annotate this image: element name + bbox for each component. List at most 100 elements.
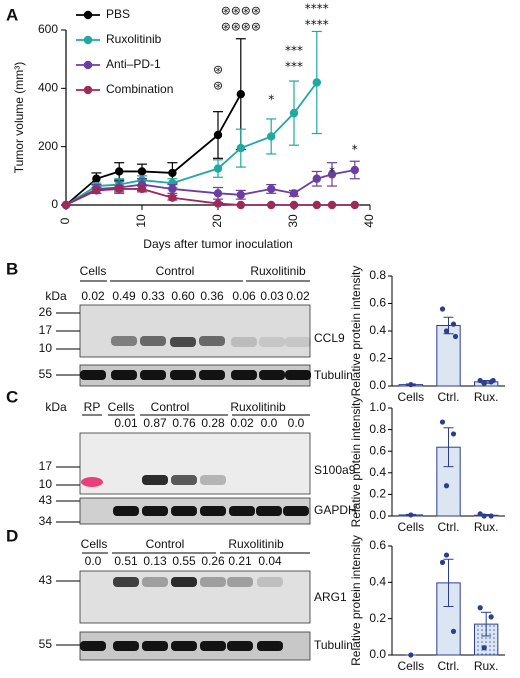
- data-point: [168, 184, 177, 194]
- replicate-dot: [481, 645, 487, 651]
- band: [140, 336, 166, 346]
- x-tick-label: Rux.: [474, 520, 499, 534]
- y-tick-label: 0.2: [369, 351, 386, 365]
- lane-group-label: Control: [156, 264, 195, 278]
- data-point: [168, 193, 177, 202]
- mw-marker: 55: [39, 637, 53, 651]
- band: [200, 506, 226, 516]
- x-tick-label: 10: [134, 214, 148, 228]
- x-axis-label: Days after tumor inoculation: [143, 237, 292, 251]
- data-point: [213, 130, 223, 140]
- y-tick-label: 0.4: [369, 465, 386, 479]
- data-point: [350, 200, 359, 210]
- data-point: [61, 200, 71, 210]
- mw-marker: 26: [39, 305, 53, 319]
- quantification: 0.0: [261, 416, 278, 430]
- band: [199, 336, 225, 346]
- data-point: [137, 184, 147, 194]
- lane-group-label: Ruxolitinib: [250, 264, 306, 278]
- band: [170, 370, 196, 380]
- replicate-dot: [408, 512, 414, 518]
- replicate-dot: [450, 628, 457, 634]
- replicate-dot: [443, 552, 450, 558]
- significance-marker: ***: [285, 44, 303, 58]
- data-point: [115, 184, 124, 194]
- mw-marker: 34: [39, 514, 53, 528]
- band: [142, 475, 168, 485]
- replicate-dot: [450, 321, 457, 327]
- band: [257, 641, 283, 651]
- band: [80, 641, 106, 651]
- series-line: [65, 81, 318, 206]
- significance-marker: *: [268, 93, 274, 107]
- lane-group-label: Cells: [81, 537, 108, 551]
- series-line: [65, 188, 355, 206]
- significance-marker: ⊛: [213, 63, 223, 77]
- panel-letter: B: [6, 259, 18, 278]
- band: [227, 577, 253, 587]
- lane-group-label: Control: [146, 537, 185, 551]
- band: [170, 337, 196, 347]
- legend-label: Anti–PD-1: [106, 57, 161, 71]
- band: [257, 577, 283, 587]
- mw-marker: 10: [39, 341, 53, 355]
- replicate-dot: [439, 559, 446, 565]
- legend-label: PBS: [106, 7, 130, 21]
- legend-marker: [83, 35, 93, 45]
- data-point: [267, 200, 276, 210]
- x-tick-label: Ctrl.: [438, 659, 460, 673]
- data-point: [350, 165, 359, 175]
- quantification: 0.04: [258, 554, 282, 568]
- lane-group-label: Control: [151, 400, 190, 414]
- replicate-dot: [408, 652, 414, 658]
- replicate-dot: [481, 513, 487, 519]
- quantification: 0.03: [260, 289, 284, 303]
- replicate-dot: [477, 511, 483, 517]
- replicate-dot: [477, 605, 483, 611]
- y-tick-label: 1.0: [369, 400, 386, 414]
- band: [113, 506, 139, 516]
- quantification: 0.13: [143, 554, 167, 568]
- x-tick-label: 0: [58, 217, 72, 224]
- quantification: 0.02: [81, 289, 105, 303]
- data-point: [312, 200, 321, 210]
- x-tick-label: Ctrl.: [438, 390, 460, 404]
- replicate-dot: [443, 483, 450, 489]
- band: [140, 370, 166, 380]
- legend-label: Ruxolitinib: [106, 32, 162, 46]
- band: [171, 641, 197, 651]
- quantification: 0.02: [230, 416, 254, 430]
- band: [80, 370, 106, 380]
- y-axis-label: Relative protein intensity: [349, 397, 363, 528]
- y-axis-label: Relative protein intensity: [349, 535, 363, 666]
- quantification: 0.36: [200, 289, 224, 303]
- quantification: 0.0: [288, 416, 305, 430]
- band: [200, 641, 226, 651]
- data-point: [168, 168, 177, 178]
- kda-label: kDa: [45, 289, 67, 303]
- legend-marker: [83, 10, 93, 20]
- quantification: 0.49: [112, 289, 136, 303]
- blot-image: [79, 432, 311, 495]
- band: [171, 577, 197, 587]
- panel-letter: A: [6, 5, 18, 24]
- quantification: 0.28: [201, 416, 225, 430]
- data-point: [267, 184, 276, 194]
- marker-band: [81, 477, 103, 487]
- band: [283, 506, 309, 516]
- y-tick-label: 200: [38, 139, 58, 153]
- replicate-dot: [477, 377, 483, 384]
- quantification: 0.33: [141, 289, 165, 303]
- replicate-dot: [490, 377, 496, 384]
- data-point: [92, 174, 101, 183]
- band: [142, 506, 168, 516]
- quantification: 0.21: [228, 554, 252, 568]
- quantification: 0.06: [232, 289, 256, 303]
- replicate-dot: [488, 513, 494, 519]
- significance-marker: ****: [305, 18, 329, 32]
- replicate-dot: [452, 333, 459, 340]
- significance-marker: ****: [305, 2, 329, 16]
- y-tick-label: 0.0: [369, 508, 386, 522]
- data-point: [289, 200, 299, 210]
